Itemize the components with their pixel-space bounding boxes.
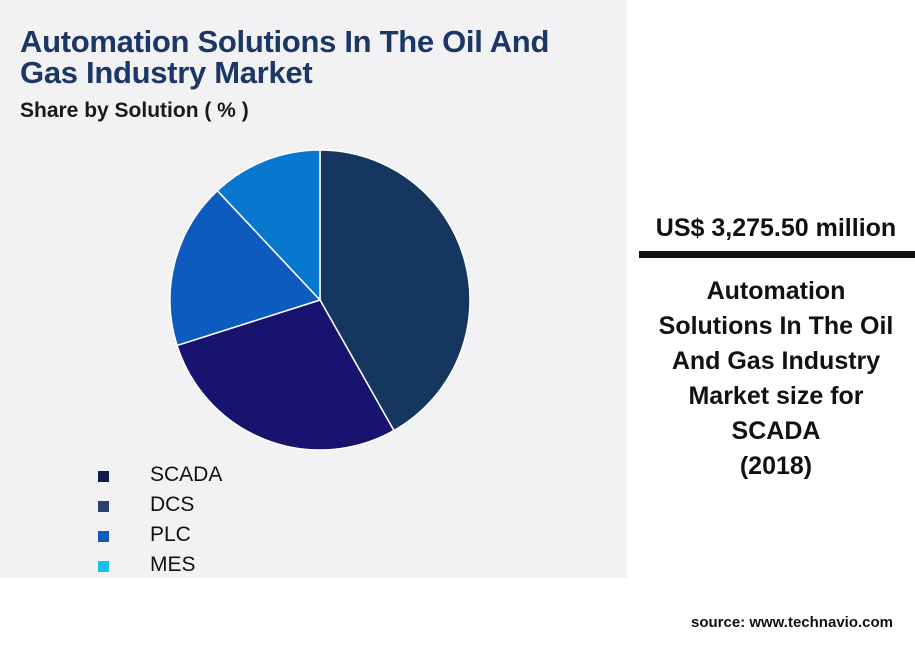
pie-slice xyxy=(319,149,471,432)
caption-line: (2018) xyxy=(739,452,813,480)
chart-subtitle: Share by Solution ( % ) xyxy=(20,99,249,122)
chart-title: Automation Solutions In The Oil And Gas … xyxy=(20,24,550,90)
legend-label: SCADA xyxy=(150,463,223,486)
pie-slice xyxy=(169,189,322,347)
market-size-value: US$ 3,275.50 million xyxy=(655,214,897,242)
legend-swatch xyxy=(98,501,109,512)
market-size-caption: Automation Solutions In The Oil And Gas … xyxy=(641,274,911,484)
pie-slice xyxy=(216,149,321,302)
caption-line: And Gas Industry xyxy=(671,347,881,375)
pie-slice xyxy=(176,299,395,451)
caption-line: SCADA xyxy=(731,417,821,445)
legend-swatch xyxy=(98,561,109,572)
caption-line: Market size for xyxy=(688,382,864,410)
caption-line: Solutions In The Oil xyxy=(658,312,894,340)
legend-swatch xyxy=(98,471,109,482)
pie-chart xyxy=(169,149,471,451)
legend-label: MES xyxy=(150,553,196,576)
legend-swatch xyxy=(98,531,109,542)
legend-label: DCS xyxy=(150,493,195,516)
source-credit: source: www.technavio.com xyxy=(691,614,893,631)
caption-line: Automation xyxy=(706,277,846,305)
kpi-divider xyxy=(639,251,915,258)
legend-label: PLC xyxy=(150,523,191,546)
panel-bottom-strip xyxy=(0,578,627,648)
kpi-panel: US$ 3,275.50 million Automation Solution… xyxy=(627,0,915,648)
